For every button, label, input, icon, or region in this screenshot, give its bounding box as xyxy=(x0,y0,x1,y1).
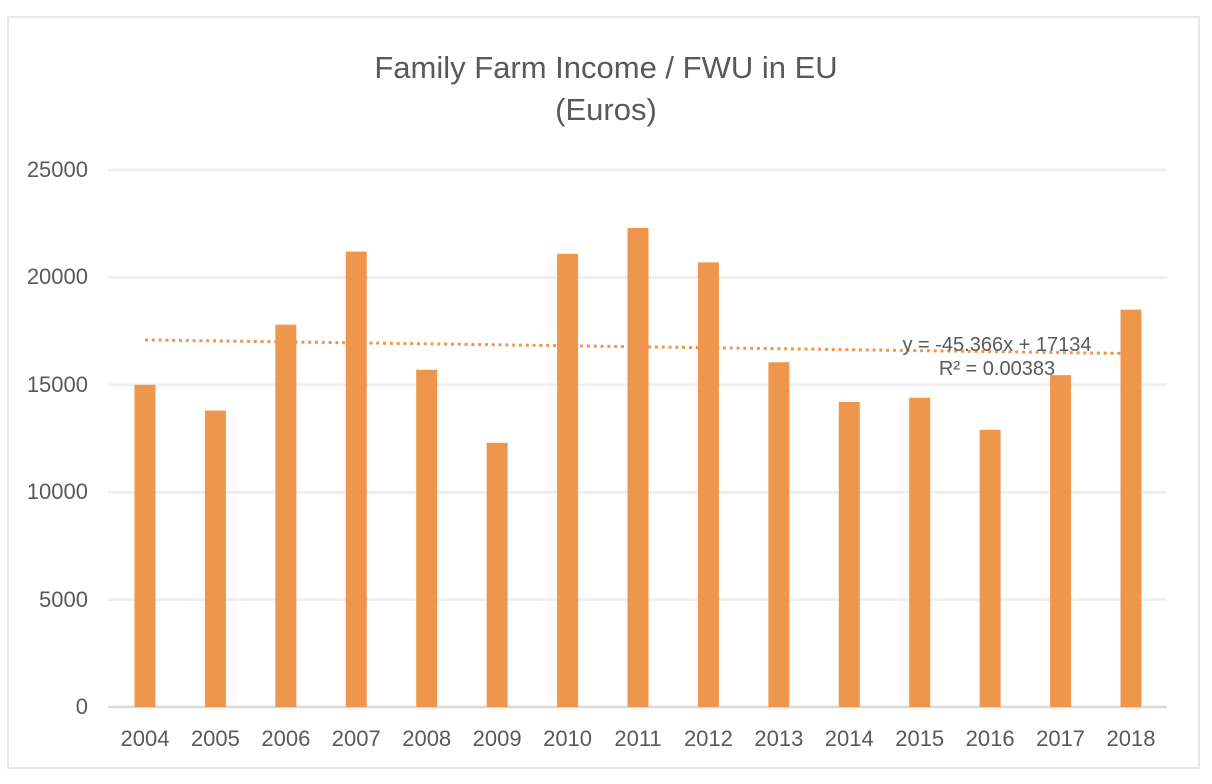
chart-title: Family Farm Income / FWU in EU (Euros) xyxy=(0,47,1212,131)
y-axis-label: 15000 xyxy=(26,371,88,397)
x-axis-label: 2016 xyxy=(965,726,1015,751)
bar-2004 xyxy=(134,384,156,707)
bar-2009 xyxy=(486,442,508,707)
bar-2007 xyxy=(345,251,367,707)
x-axis-label: 2010 xyxy=(543,726,593,751)
bar-2018 xyxy=(1120,309,1142,707)
x-axis-label: 2015 xyxy=(895,726,945,751)
x-axis-label: 2012 xyxy=(683,726,733,751)
bar-2010 xyxy=(557,253,579,707)
trendline-r-squared: R² = 0.00383 xyxy=(938,358,1056,380)
x-axis-label: 2014 xyxy=(824,726,874,751)
x-axis-label: 2017 xyxy=(1036,726,1086,751)
y-axis-label: 20000 xyxy=(26,264,88,290)
x-axis-label: 2009 xyxy=(472,726,522,751)
chart-title-line1: Family Farm Income / FWU in EU xyxy=(374,50,838,85)
bar-2015 xyxy=(909,397,931,707)
bar-2014 xyxy=(838,401,860,707)
x-axis-label: 2007 xyxy=(331,726,381,751)
bar-2016 xyxy=(979,429,1001,707)
bar-2013 xyxy=(768,362,790,707)
bar-2008 xyxy=(416,369,438,707)
bar-2005 xyxy=(204,410,226,707)
trendline xyxy=(144,338,1132,356)
trendline-label: y = -45.366x + 17134 R² = 0.00383 xyxy=(847,333,1147,381)
trendline-equation: y = -45.366x + 17134 xyxy=(902,334,1092,356)
chart-title-line2: (Euros) xyxy=(555,92,657,127)
y-axis-label: 25000 xyxy=(26,157,88,182)
bar-2006 xyxy=(275,324,297,707)
x-axis-label: 2008 xyxy=(402,726,452,751)
x-axis-label: 2005 xyxy=(190,726,240,751)
x-axis-label: 2006 xyxy=(261,726,311,751)
x-axis-label: 2011 xyxy=(614,726,662,751)
y-axis-label: 0 xyxy=(75,694,88,719)
bar-2017 xyxy=(1050,375,1072,707)
bar-2012 xyxy=(697,262,719,707)
x-axis-label: 2013 xyxy=(754,726,804,751)
x-axis-label: 2004 xyxy=(120,726,170,751)
y-axis-label: 5000 xyxy=(39,586,88,612)
x-axis-label: 2018 xyxy=(1106,726,1156,751)
y-axis-label: 10000 xyxy=(26,479,88,505)
bar-2011 xyxy=(627,227,649,707)
